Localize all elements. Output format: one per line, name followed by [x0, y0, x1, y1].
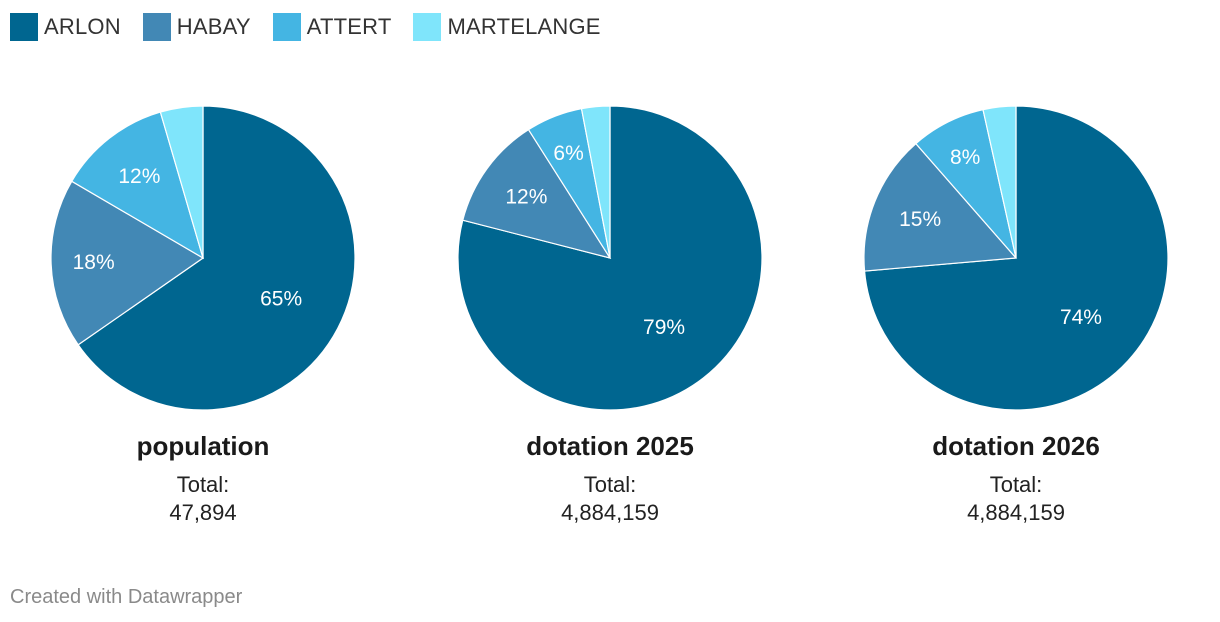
- legend: ARLON HABAY ATTERT MARTELANGE: [10, 12, 623, 42]
- pie-slice-martelange[interactable]: [159, 105, 204, 259]
- chart-title: population: [137, 431, 270, 461]
- legend-item-arlon: ARLON: [10, 13, 121, 41]
- pie-slice-habay[interactable]: [462, 128, 612, 259]
- legend-swatch-martelange: [413, 13, 442, 41]
- pie-data-label: 65%: [260, 287, 302, 310]
- legend-swatch-attert: [272, 13, 301, 41]
- legend-item-habay: HABAY: [142, 13, 251, 41]
- chart-title: dotation 2025: [526, 431, 694, 461]
- legend-label-habay: HABAY: [176, 14, 251, 39]
- pie-data-label: 6%: [553, 142, 583, 165]
- total-value: 47,894: [169, 500, 236, 525]
- legend-item-martelange: MARTELANGE: [413, 13, 600, 41]
- total-value: 4,884,159: [967, 500, 1065, 525]
- pie-slice-martelange[interactable]: [580, 105, 611, 259]
- total-value: 4,884,159: [561, 500, 659, 525]
- pie-data-label: 79%: [643, 316, 685, 339]
- pie-chart-2: 79% 12% 6% dotation 2025 Total: 4,884,159: [457, 105, 763, 525]
- pie-data-label: 18%: [73, 251, 115, 274]
- pie-slice-habay[interactable]: [50, 180, 205, 346]
- total-label: Total:: [584, 472, 637, 497]
- legend-label-arlon: ARLON: [44, 14, 121, 39]
- chart-title: dotation 2026: [932, 431, 1100, 461]
- pie-slice-habay[interactable]: [863, 142, 1018, 272]
- legend-item-attert: ATTERT: [272, 13, 392, 41]
- legend-label-attert: ATTERT: [306, 14, 392, 39]
- legend-swatch-habay: [142, 13, 171, 41]
- pie-slice-martelange[interactable]: [982, 105, 1017, 259]
- pie-data-label: 15%: [899, 208, 941, 231]
- pie-chart-1: 65% 18% 12% population Total: 47,894: [50, 105, 356, 525]
- total-label: Total:: [177, 472, 230, 497]
- total-label: Total:: [990, 472, 1043, 497]
- pie-data-label: 12%: [505, 186, 547, 209]
- legend-label-martelange: MARTELANGE: [447, 14, 601, 39]
- pie-data-label: 8%: [950, 146, 980, 169]
- pie-slice-attert[interactable]: [70, 111, 204, 260]
- pie-slice-arlon[interactable]: [77, 105, 356, 411]
- pie-data-label: 12%: [118, 165, 160, 188]
- pie-data-label: 74%: [1060, 306, 1102, 329]
- legend-swatch-arlon: [10, 13, 38, 41]
- footer-credit[interactable]: Created with Datawrapper: [10, 586, 243, 608]
- pie-chart-3: 74% 15% 8% dotation 2026 Total: 4,884,159: [863, 105, 1169, 525]
